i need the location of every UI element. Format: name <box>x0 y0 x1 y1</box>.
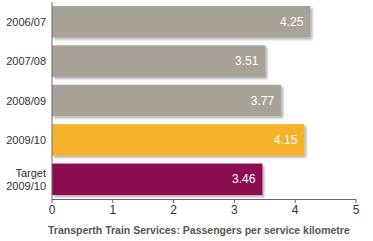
bar <box>52 6 310 38</box>
tick-label: 1 <box>109 203 116 217</box>
tick-label: 0 <box>49 203 56 217</box>
y-axis-line <box>52 2 53 199</box>
data-label: 3.51 <box>235 54 259 68</box>
category-label-line: Target <box>15 167 46 179</box>
bar <box>52 45 265 77</box>
category-label: 2006/07 <box>6 16 46 28</box>
x-axis-line <box>52 199 356 200</box>
category-label: 2008/09 <box>6 95 46 107</box>
category-label-line: 2006/07 <box>6 16 46 28</box>
chart-svg: 4.25 3.51 3.77 4.15 3.46 2006/07 2007/08 2008/0… <box>0 0 373 241</box>
tick-label: 3 <box>231 203 238 217</box>
chart-title: Transperth Train Services: Passengers pe… <box>48 224 350 236</box>
chart-container: 4.25 3.51 3.77 4.15 3.46 2006/07 2007/08 2008/0… <box>0 0 373 241</box>
tick-label: 4 <box>292 203 299 217</box>
data-label: 3.46 <box>232 172 256 186</box>
data-label: 4.25 <box>280 15 304 29</box>
category-label: 2009/10 <box>6 134 46 146</box>
category-label-line: 2007/08 <box>6 55 46 67</box>
category-label: 2007/08 <box>6 55 46 67</box>
bars <box>52 6 310 195</box>
category-label-line: 2009/10 <box>6 134 46 146</box>
bar <box>52 85 281 117</box>
bar <box>52 164 262 196</box>
bar <box>52 124 304 156</box>
category-label-line: 2008/09 <box>6 95 46 107</box>
category-label: Target2009/10 <box>6 167 46 192</box>
tick-label: 5 <box>353 203 360 217</box>
tick-label: 2 <box>170 203 177 217</box>
data-labels: 4.25 3.51 3.77 4.15 3.46 <box>232 15 304 187</box>
data-label: 4.15 <box>274 133 298 147</box>
category-label-line: 2009/10 <box>6 180 46 192</box>
data-label: 3.77 <box>251 94 275 108</box>
